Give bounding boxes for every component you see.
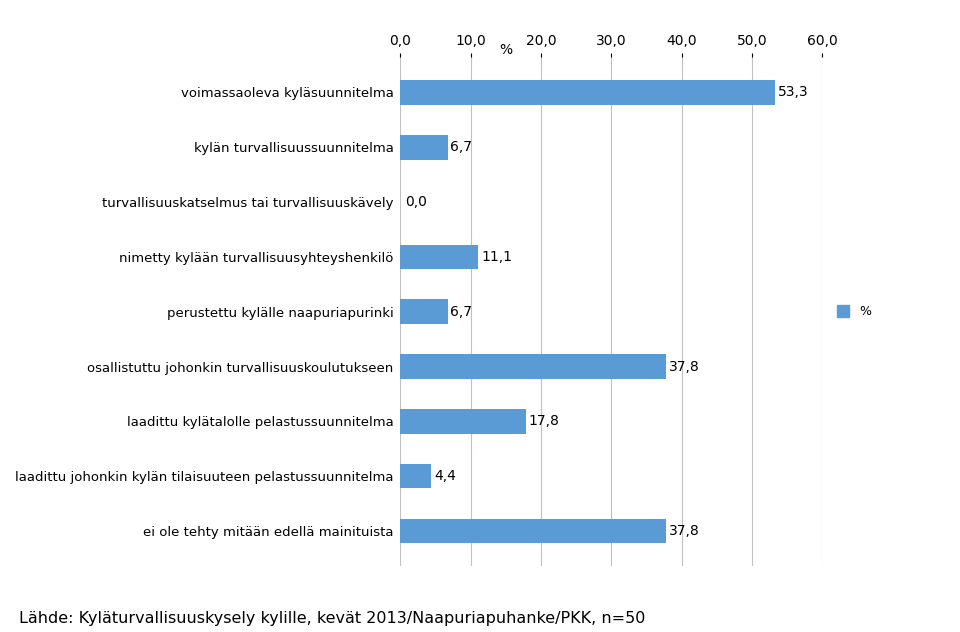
Bar xyxy=(400,409,525,434)
Bar xyxy=(400,135,447,160)
Bar xyxy=(400,245,478,269)
Text: Lähde: Kyläturvallisuuskysely kylille, kevät 2013/Naapuriapuhanke/PKK, n=50: Lähde: Kyläturvallisuuskysely kylille, k… xyxy=(19,611,645,626)
Text: %: % xyxy=(499,43,513,57)
Text: 37,8: 37,8 xyxy=(669,360,700,374)
Text: 6,7: 6,7 xyxy=(450,305,472,319)
Text: 0,0: 0,0 xyxy=(405,195,426,209)
Bar xyxy=(400,300,447,324)
Text: 4,4: 4,4 xyxy=(434,469,456,483)
Text: 6,7: 6,7 xyxy=(450,140,472,154)
Text: 53,3: 53,3 xyxy=(778,85,808,99)
Legend: %: % xyxy=(837,305,872,319)
Bar xyxy=(400,464,431,489)
Bar xyxy=(400,80,775,105)
Text: 17,8: 17,8 xyxy=(528,415,560,428)
Bar xyxy=(400,519,666,544)
Text: 11,1: 11,1 xyxy=(481,250,513,264)
Text: 37,8: 37,8 xyxy=(669,524,700,538)
Bar xyxy=(400,354,666,379)
